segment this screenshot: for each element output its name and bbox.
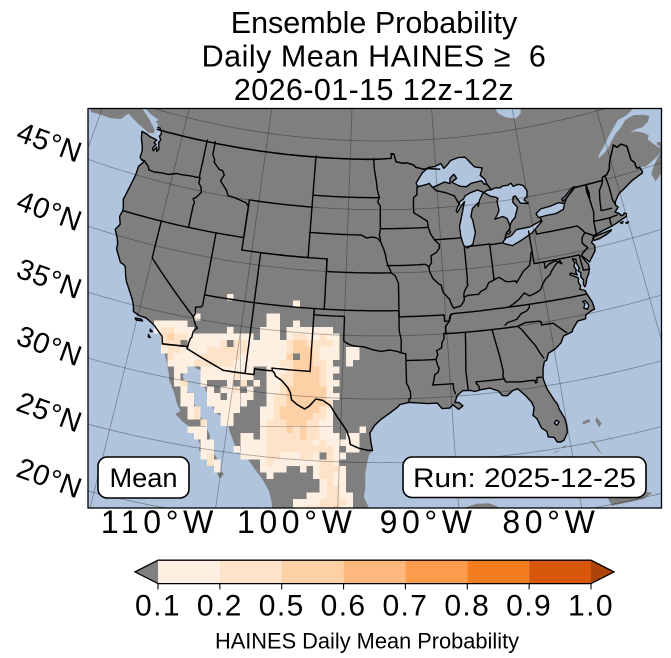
svg-text:Mean: Mean [110, 463, 178, 493]
svg-text:0.1: 0.1 [135, 590, 181, 623]
svg-text:110°W: 110°W [101, 504, 218, 540]
svg-text:80°W: 80°W [502, 504, 599, 540]
svg-text:0.8: 0.8 [444, 590, 490, 623]
svg-text:0.7: 0.7 [382, 590, 428, 623]
svg-text:Daily Mean HAINES ≥ 6: Daily Mean HAINES ≥ 6 [202, 40, 547, 74]
svg-text:0.6: 0.6 [321, 590, 367, 623]
svg-text:HAINES Daily Mean Probability: HAINES Daily Mean Probability [215, 629, 519, 654]
svg-text:1.0: 1.0 [568, 590, 614, 623]
svg-text:0.5: 0.5 [259, 590, 305, 623]
svg-text:90°W: 90°W [380, 504, 477, 540]
svg-text:100°W: 100°W [237, 504, 356, 540]
svg-text:Run: 2025-12-25: Run: 2025-12-25 [413, 463, 636, 493]
svg-text:2026-01-15 12z-12z: 2026-01-15 12z-12z [234, 73, 514, 107]
svg-text:0.9: 0.9 [506, 590, 552, 623]
svg-text:Ensemble Probability: Ensemble Probability [231, 6, 518, 40]
svg-text:0.2: 0.2 [197, 590, 243, 623]
